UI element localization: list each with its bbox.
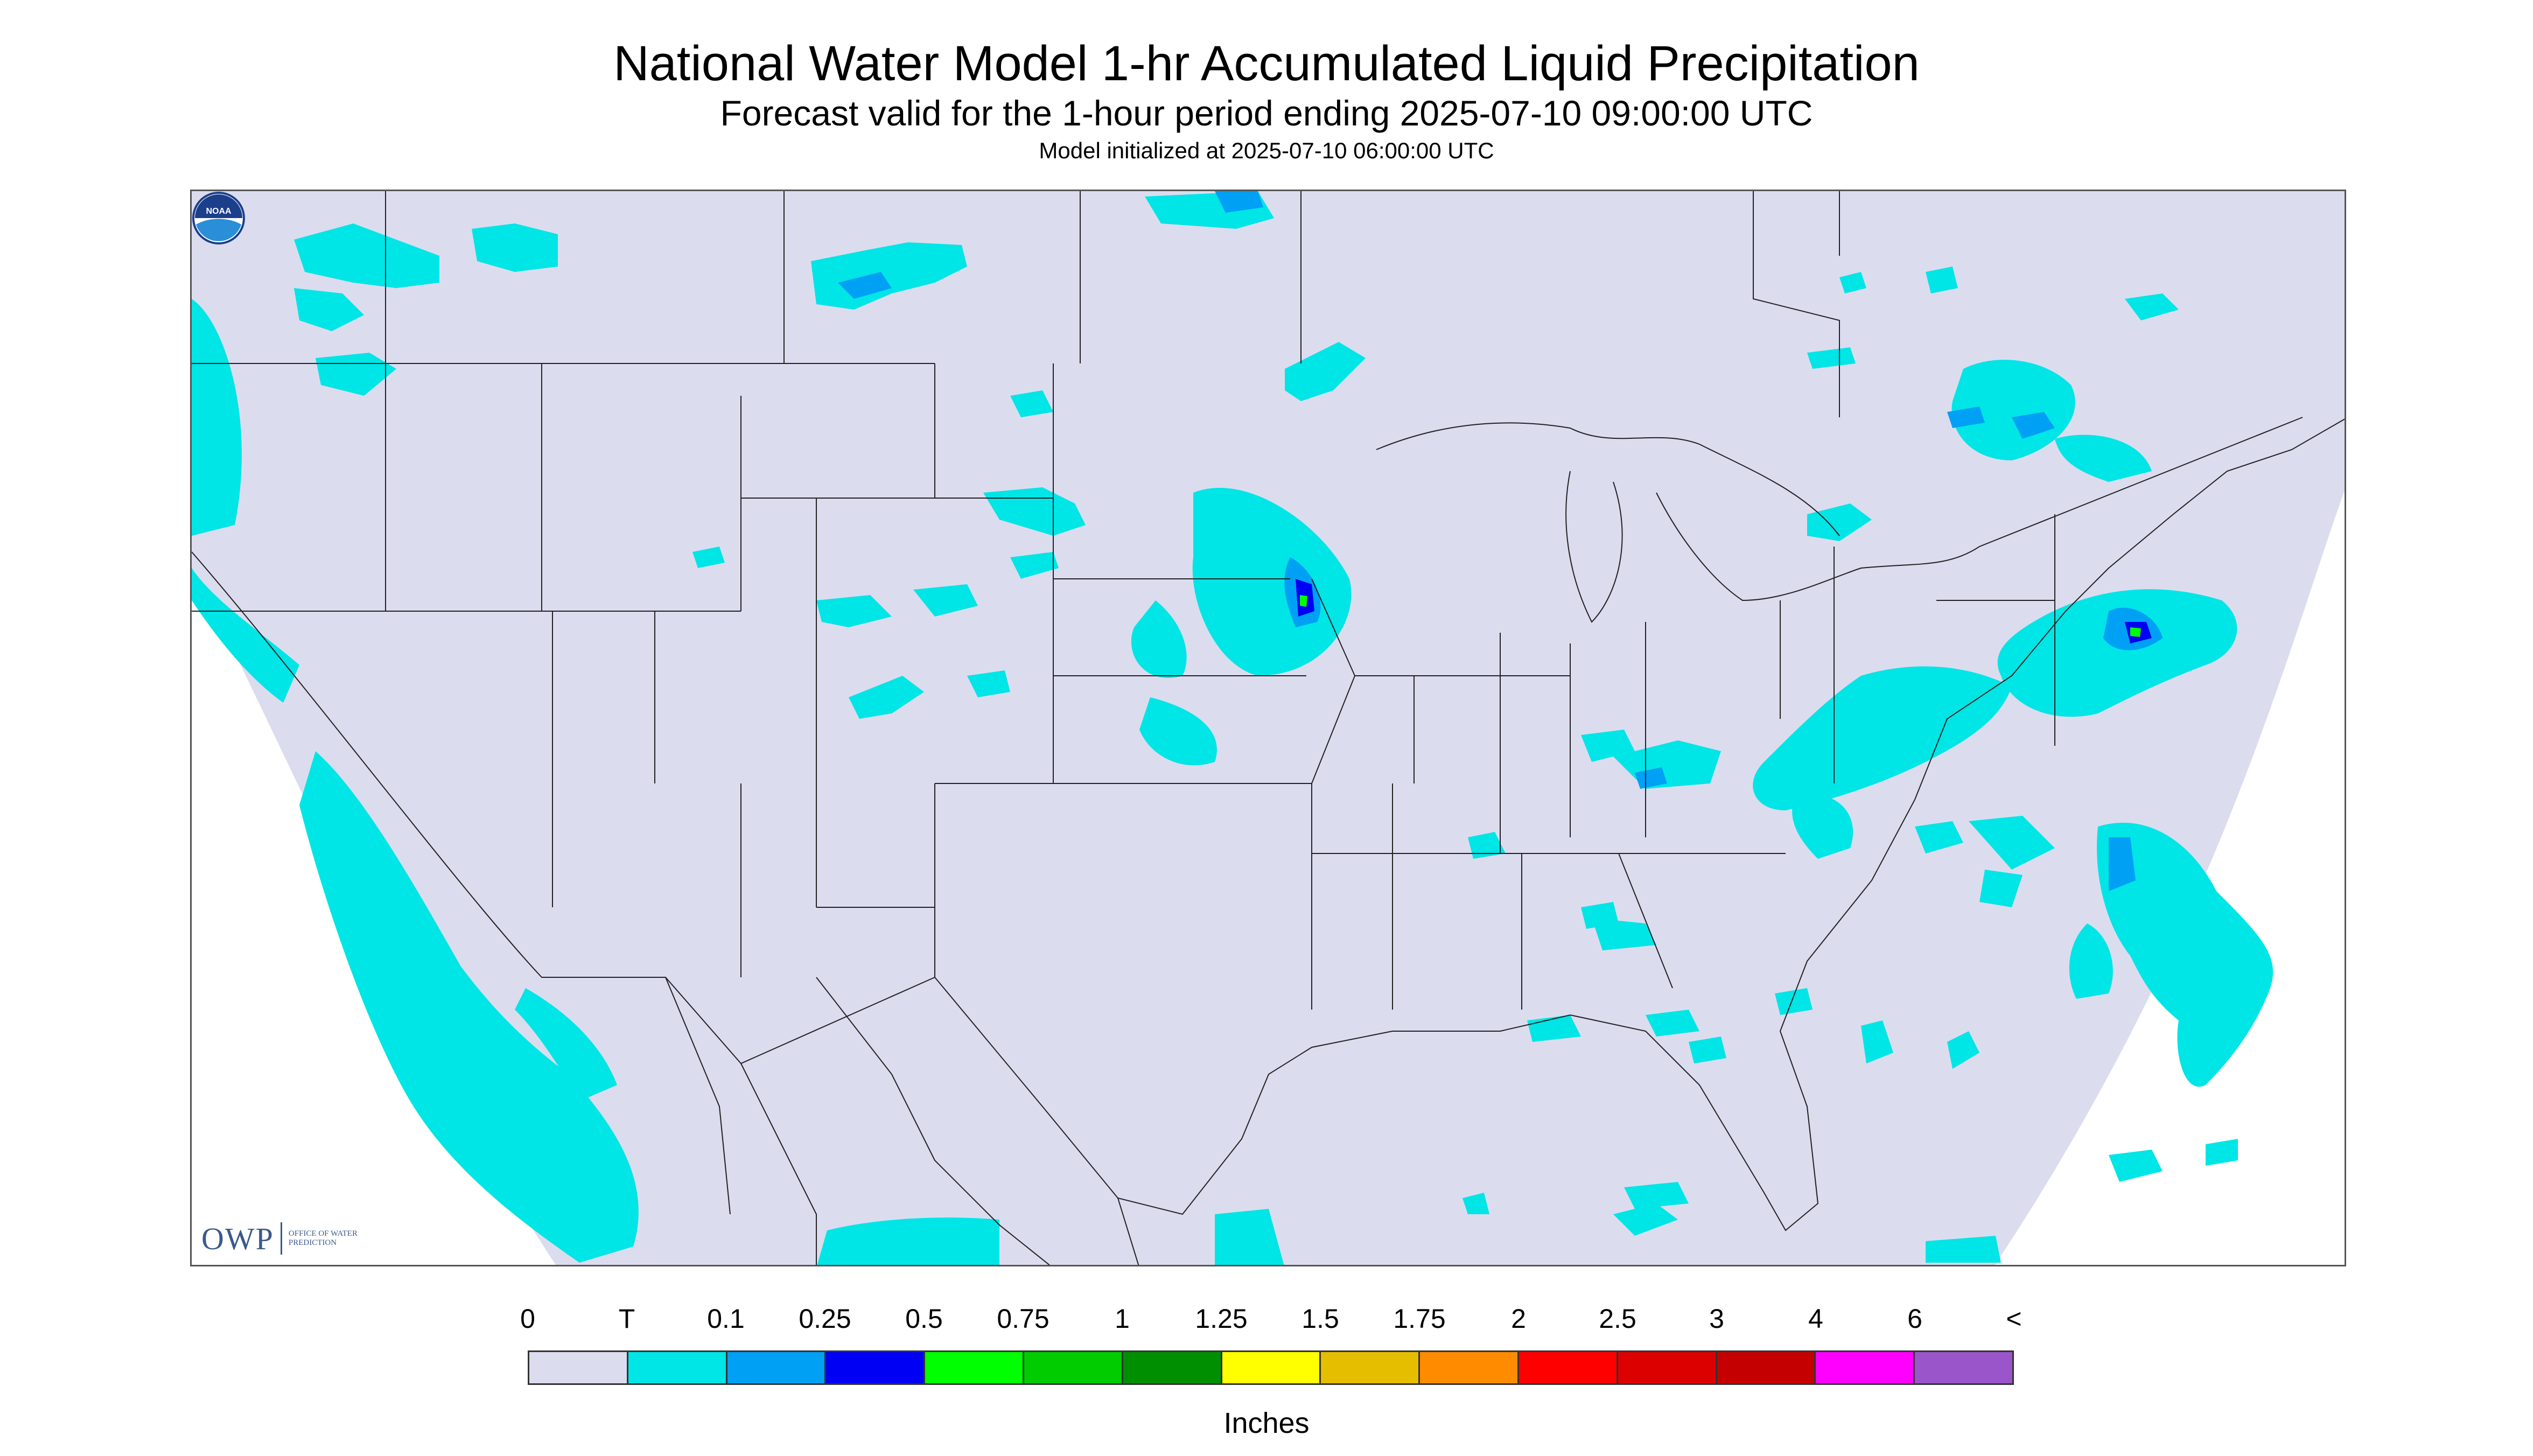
legend-units-label: Inches — [1223, 1407, 1310, 1439]
legend-tick-label: 1.25 — [1195, 1304, 1248, 1334]
noaa-logo: NOAA — [192, 192, 245, 244]
legend-tick-label: < — [2006, 1304, 2022, 1334]
legend-swatch — [1517, 1350, 1618, 1385]
map-canvas — [192, 191, 2345, 1265]
legend-swatch — [1220, 1350, 1321, 1385]
legend-tick-label: 1.5 — [1302, 1304, 1339, 1334]
model-init-line: Model initialized at 2025-07-10 06:00:00… — [1039, 138, 1494, 163]
legend-tick-label: 2.5 — [1599, 1304, 1636, 1334]
legend-swatch — [1814, 1350, 1915, 1385]
legend-tick-label: 0.5 — [905, 1304, 943, 1334]
legend-tick-label: 6 — [1907, 1304, 1922, 1334]
precipitation-map: OWP OFFICE OF WATER PREDICTION NOAA — [190, 190, 2346, 1266]
owp-logo-divider — [280, 1222, 282, 1255]
precip-trace-areas — [192, 191, 2273, 1265]
legend-swatch — [528, 1350, 628, 1385]
legend-tick-label: T — [618, 1304, 635, 1334]
legend-tick-label: 0 — [520, 1304, 535, 1334]
legend-swatch — [1418, 1350, 1519, 1385]
legend-swatch — [1616, 1350, 1717, 1385]
owp-logo-text: OFFICE OF WATER PREDICTION — [288, 1229, 358, 1247]
legend-tick-label: 0.1 — [707, 1304, 745, 1334]
legend-tick-labels: 0 T 0.1 0.25 0.5 0.75 1 1.25 1.5 1.75 2 2.5 3 4 6 < — [520, 1303, 2022, 1335]
legend-tick-label: 1.75 — [1393, 1304, 1446, 1334]
legend-swatch — [1715, 1350, 1816, 1385]
legend-tick-label: 3 — [1709, 1304, 1724, 1334]
noaa-logo-text: NOAA — [206, 207, 232, 216]
owp-logo-letters: OWP — [201, 1221, 274, 1256]
legend-swatch — [1913, 1350, 2014, 1385]
legend-tick-label: 4 — [1808, 1304, 1823, 1334]
legend-swatch — [923, 1350, 1024, 1385]
state-boundaries — [192, 191, 2345, 1265]
legend-tick-label: 0.75 — [997, 1304, 1049, 1334]
legend-swatch — [1319, 1350, 1421, 1385]
precip-very-heavy-areas — [1300, 595, 2141, 637]
legend-swatch — [626, 1350, 727, 1385]
legend-swatch — [1022, 1350, 1123, 1385]
legend-swatch — [1121, 1350, 1222, 1385]
legend-tick-label: 2 — [1511, 1304, 1526, 1334]
owp-logo: OWP OFFICE OF WATER PREDICTION — [201, 1220, 364, 1257]
map-title: National Water Model 1-hr Accumulated Li… — [613, 36, 1920, 91]
legend-color-bar — [528, 1350, 2014, 1385]
legend-swatch — [824, 1350, 926, 1385]
legend-tick-label: 0.25 — [799, 1304, 851, 1334]
legend-swatch — [725, 1350, 827, 1385]
map-subtitle: Forecast valid for the 1-hour period end… — [720, 93, 1813, 133]
legend-tick-label: 1 — [1115, 1304, 1130, 1334]
